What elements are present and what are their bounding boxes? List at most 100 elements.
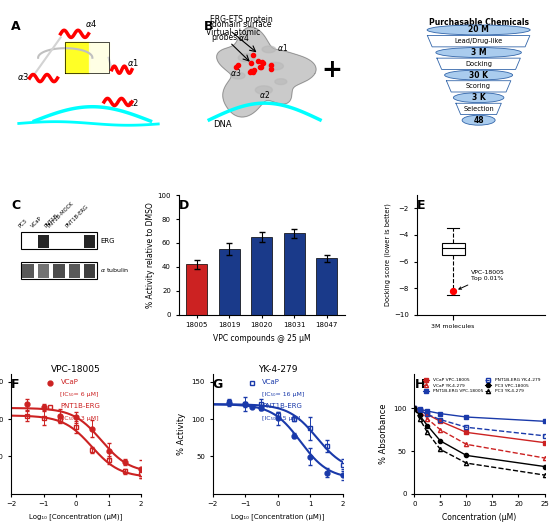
Point — [246, 66, 255, 75]
Text: [IC₅₀= 3 μM]: [IC₅₀= 3 μM] — [60, 416, 99, 421]
Text: +: + — [322, 58, 343, 82]
Text: PNT1B-ERG: PNT1B-ERG — [65, 204, 90, 229]
Bar — [219, 249, 240, 314]
Text: VCaP: VCaP — [60, 379, 78, 385]
Bar — [53, 264, 65, 278]
Text: B: B — [204, 20, 213, 32]
X-axis label: Concentration (μM): Concentration (μM) — [442, 513, 516, 522]
Bar — [284, 234, 305, 314]
Bar — [69, 264, 80, 278]
Text: PNT1B: PNT1B — [43, 213, 59, 229]
Polygon shape — [275, 79, 287, 84]
Bar — [251, 237, 272, 314]
Text: ERG: ERG — [100, 237, 115, 244]
Text: D: D — [179, 199, 189, 212]
Title: YK-4-279: YK-4-279 — [258, 365, 298, 374]
Text: 3 K: 3 K — [472, 93, 486, 102]
Bar — [316, 259, 337, 314]
Y-axis label: Docking score (lower is better): Docking score (lower is better) — [384, 203, 391, 306]
Text: ERG-ETS protein: ERG-ETS protein — [210, 15, 273, 24]
Polygon shape — [268, 62, 283, 70]
Text: PNT1B-ERG: PNT1B-ERG — [60, 403, 100, 409]
Polygon shape — [232, 72, 245, 79]
Point — [267, 61, 276, 70]
Text: DNA: DNA — [213, 120, 231, 129]
Text: [IC₅₀= 16 μM]: [IC₅₀= 16 μM] — [262, 392, 305, 397]
Text: VPC-18005
Top 0.01%: VPC-18005 Top 0.01% — [459, 270, 505, 289]
Text: 30 K: 30 K — [469, 71, 488, 80]
Ellipse shape — [453, 93, 504, 102]
Text: 3 M: 3 M — [471, 48, 486, 57]
Bar — [20, 262, 97, 279]
Bar — [84, 264, 95, 278]
Text: C: C — [11, 199, 20, 212]
Text: E: E — [416, 199, 425, 212]
Text: $\alpha$3: $\alpha$3 — [230, 67, 241, 78]
Polygon shape — [262, 46, 276, 53]
Bar — [23, 264, 34, 278]
Bar — [20, 232, 97, 249]
Text: 20 M: 20 M — [468, 25, 489, 35]
Text: probes: probes — [211, 33, 237, 42]
Text: A: A — [11, 20, 21, 32]
X-axis label: VPC compounds @ 25 μM: VPC compounds @ 25 μM — [213, 334, 311, 343]
Text: H: H — [414, 378, 425, 391]
Ellipse shape — [436, 48, 521, 57]
Text: F: F — [11, 378, 19, 391]
Text: Scoring: Scoring — [466, 83, 491, 89]
Text: $\alpha$2: $\alpha$2 — [127, 97, 139, 108]
Text: G: G — [213, 378, 223, 391]
Text: VCaP: VCaP — [30, 216, 43, 229]
Point — [256, 63, 265, 71]
Ellipse shape — [462, 115, 495, 125]
Text: $\alpha$ tubulin: $\alpha$ tubulin — [100, 267, 130, 275]
Point — [254, 57, 262, 66]
Polygon shape — [255, 86, 272, 94]
Polygon shape — [238, 54, 255, 62]
Bar — [84, 235, 95, 247]
Text: $\alpha$4: $\alpha$4 — [85, 18, 98, 29]
Ellipse shape — [444, 70, 513, 80]
Point — [233, 61, 242, 70]
Text: PC3: PC3 — [18, 218, 28, 229]
Point — [449, 287, 458, 295]
Text: domain surface: domain surface — [212, 20, 271, 29]
Text: Purchasable Chemicals: Purchasable Chemicals — [428, 18, 529, 27]
Text: Virtual atomic: Virtual atomic — [206, 28, 260, 37]
Ellipse shape — [427, 25, 530, 35]
Text: $\alpha$4: $\alpha$4 — [238, 32, 250, 43]
Point — [250, 65, 258, 74]
Polygon shape — [217, 27, 316, 117]
X-axis label: Log₁₀ [Concentration (μM)]: Log₁₀ [Concentration (μM)] — [231, 513, 324, 520]
Point — [249, 51, 257, 59]
Point — [246, 59, 255, 67]
Y-axis label: % Absorbance: % Absorbance — [379, 404, 388, 464]
Text: $\alpha$1: $\alpha$1 — [127, 57, 139, 68]
Title: VPC-18005: VPC-18005 — [51, 365, 101, 374]
Text: Docking: Docking — [465, 61, 492, 67]
Text: $\alpha$3: $\alpha$3 — [17, 72, 29, 82]
Text: PNT1B-MOCK: PNT1B-MOCK — [46, 201, 74, 229]
Point — [249, 68, 257, 76]
Bar — [38, 235, 50, 247]
Y-axis label: % Activity: % Activity — [177, 413, 186, 455]
Text: Lead/Drug-like: Lead/Drug-like — [454, 38, 503, 44]
Text: [IC₅₀= 6 μM]: [IC₅₀= 6 μM] — [60, 392, 99, 397]
Point — [232, 63, 240, 72]
Bar — [38, 264, 50, 278]
X-axis label: Log₁₀ [Concentration (μM)]: Log₁₀ [Concentration (μM)] — [29, 513, 123, 520]
Text: Selection: Selection — [463, 106, 494, 112]
Legend: VCaP VPC-18005, VCaP YK-4-279, PNT1B-ERG VPC-18005, PNT1B-ERG YK-4-279, PC3 VPC-: VCaP VPC-18005, VCaP YK-4-279, PNT1B-ERG… — [421, 376, 542, 395]
Text: [IC₅₀= 5 μM]: [IC₅₀= 5 μM] — [262, 416, 301, 421]
Text: $\alpha$2: $\alpha$2 — [258, 89, 270, 100]
Point — [257, 57, 266, 66]
Point — [256, 63, 265, 71]
Y-axis label: % Activity relative to DMSO: % Activity relative to DMSO — [146, 202, 155, 308]
PathPatch shape — [442, 243, 465, 255]
Text: 48: 48 — [474, 116, 484, 125]
Text: PNT1B-ERG: PNT1B-ERG — [262, 403, 302, 409]
Text: $\alpha$1: $\alpha$1 — [277, 41, 289, 53]
Point — [258, 59, 267, 67]
Text: VCaP: VCaP — [262, 379, 280, 385]
Point — [266, 65, 275, 73]
